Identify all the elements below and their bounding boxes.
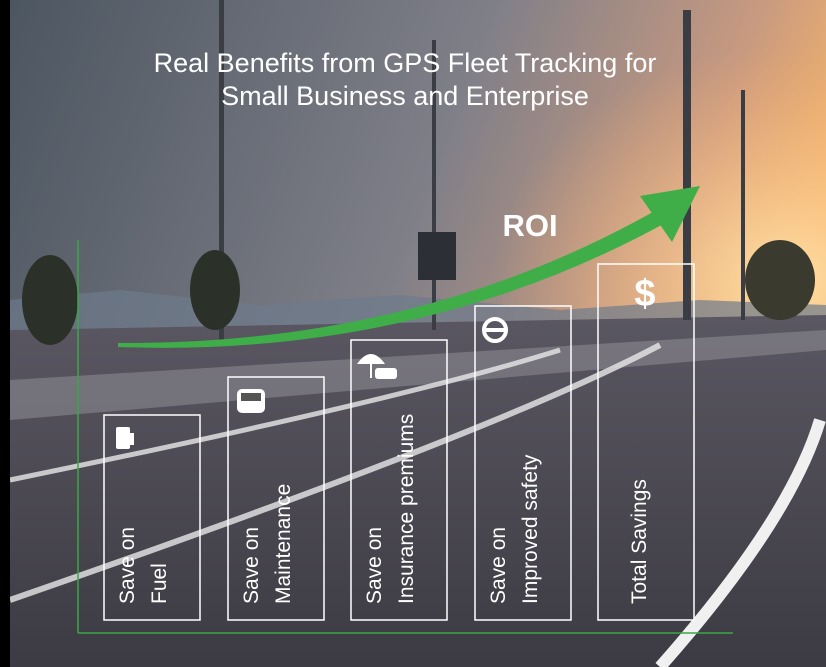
fuel-icon [116,427,130,449]
title-line: Real Benefits from GPS Fleet Tracking fo… [154,48,657,78]
item-text: Save on [116,527,139,604]
item-icon: $ [634,273,655,315]
car-icon [241,393,261,401]
title-line: Small Business and Enterprise [221,81,589,111]
item-text: Total Savings [628,479,651,604]
roi-label: ROI [502,208,557,243]
item-text: Save on [363,527,386,604]
fuel-icon [130,433,134,445]
item-text: Maintenance [272,484,295,604]
item-text: Save on [240,527,263,604]
infographic: Real Benefits from GPS Fleet Tracking fo… [0,0,826,667]
item-text: Insurance premiums [395,414,418,604]
insurance-icon [375,368,397,379]
item-text: Improved safety [519,454,542,604]
item-text: Save on [487,527,510,604]
item-text: Fuel [148,563,171,604]
